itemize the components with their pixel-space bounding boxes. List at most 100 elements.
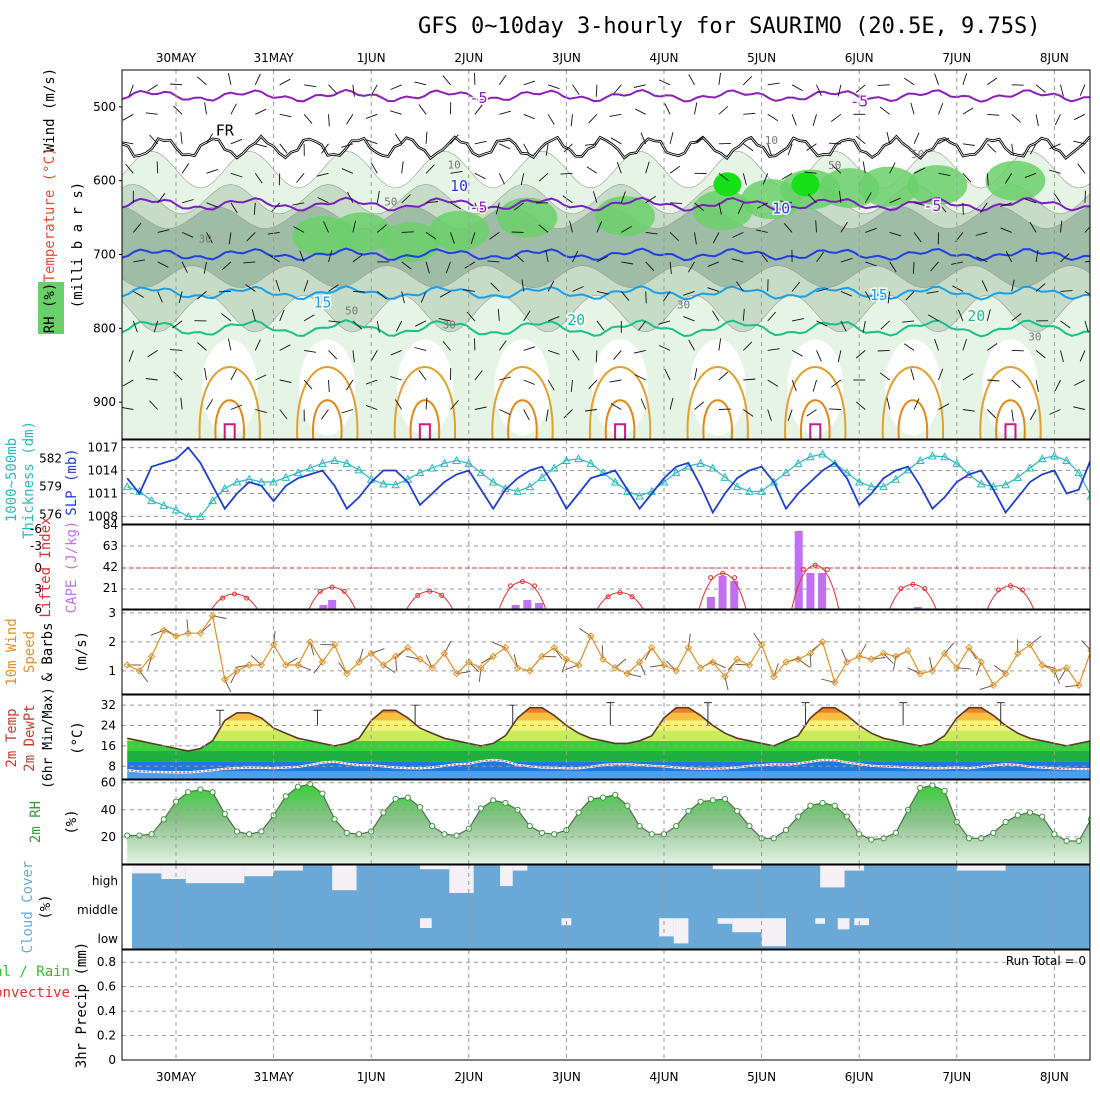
- temp2m-panel: 8 16 24 32 2m Temp 2m DewPt (6hr Min/Max) (°C): [4, 687, 1091, 789]
- rh2m-point: [331, 816, 338, 823]
- wind-barb: [181, 231, 194, 238]
- wind-barb: [442, 75, 451, 86]
- wind-barb: [610, 403, 622, 410]
- wind-speed-point: [660, 661, 668, 669]
- wind-barb: [254, 173, 263, 184]
- dewpoint-line: [127, 759, 1090, 773]
- wind-barb: [230, 369, 237, 381]
- wind-speed-point: [892, 652, 900, 661]
- wind-barb: [938, 202, 947, 213]
- wind-barb: [547, 280, 555, 292]
- rh2m-point: [209, 789, 216, 796]
- wind-barb: [707, 287, 720, 292]
- cloud-high-gap: [500, 865, 513, 886]
- wind-barb: [912, 261, 915, 274]
- wind-barb: [253, 202, 256, 215]
- cloud-high-gap: [512, 865, 528, 871]
- wind-barb: [938, 102, 944, 115]
- day-label-top: 7JUN: [942, 51, 971, 65]
- wind-barb: [303, 379, 313, 390]
- wind-barb: [370, 350, 378, 362]
- wind-speed-point: [757, 641, 766, 649]
- wind-barb: [513, 202, 524, 211]
- wind-barb: [304, 84, 317, 88]
- wind-barb: [206, 133, 214, 145]
- wind-barb: [609, 379, 622, 383]
- wind-barb: [487, 260, 500, 263]
- thickness-point: [208, 496, 217, 505]
- wind-barb: [147, 84, 158, 92]
- thickness-point: [854, 477, 864, 486]
- axis-label-wind-2: Speed: [22, 631, 38, 673]
- cape-bar: [319, 605, 328, 609]
- day-label-bottom: 31MAY: [253, 1070, 294, 1084]
- wind-barb: [474, 202, 480, 215]
- wind-barb: [596, 290, 609, 295]
- cloud-middle-gap: [837, 918, 850, 930]
- thickness-point: [330, 455, 339, 465]
- wind-barb: [596, 320, 605, 331]
- wind-barb: [732, 231, 744, 238]
- wind-barb: [865, 227, 877, 233]
- wind-barb: [742, 308, 745, 321]
- wind-barb: [640, 398, 647, 410]
- wind-barb: [889, 261, 897, 273]
- wind-barb: [663, 291, 671, 302]
- wind-barb: [1049, 409, 1061, 415]
- wind-barb: [1053, 192, 1061, 204]
- wind-speed-point: [355, 658, 363, 666]
- wind-speed-point: [147, 652, 156, 661]
- wind-barb: [341, 168, 354, 174]
- cross-section-panel: -5 -5 FR -5 -5 15 15 20 20 10 10 10 10 30 50 50 30 30 50 50…: [38, 68, 1091, 440]
- wind-barb: [173, 371, 183, 381]
- isotherm-label: FR: [216, 122, 235, 140]
- wind-speed-point: [721, 672, 729, 681]
- wind-barb: [275, 279, 281, 292]
- axis-label-precip-total: Total / Rain: [0, 964, 70, 980]
- wind-barb: [683, 290, 695, 296]
- wind-speed-point: [831, 678, 839, 687]
- wind-barb: [474, 140, 487, 145]
- wind-barb: [621, 226, 632, 233]
- thickness-point: [1001, 480, 1010, 489]
- cloud-middle-gap: [854, 918, 869, 926]
- wind-barb: [474, 370, 483, 381]
- wind-speed-point: [391, 652, 400, 661]
- wind-barb: [634, 108, 646, 115]
- thickness-point: [281, 472, 291, 481]
- wind-speed-point: [1014, 649, 1022, 658]
- li-point: [605, 594, 611, 600]
- wind-speed-point: [1038, 661, 1046, 669]
- rh2m-point: [538, 829, 546, 836]
- wind-barb: [466, 311, 476, 322]
- slp-line: [126, 446, 1090, 515]
- wind-barb: [1073, 406, 1086, 410]
- wind-barb: [206, 168, 218, 174]
- wind-barb: [251, 309, 256, 322]
- isotherm-30-loop: [312, 399, 343, 439]
- wind-barb: [609, 113, 622, 117]
- wind-barb: [197, 76, 207, 86]
- isotherm-label: 15: [313, 293, 331, 311]
- wind-barb: [346, 379, 354, 391]
- wind-barb: [545, 250, 549, 262]
- wind-barb: [855, 350, 866, 359]
- precip-tick: 0.6: [97, 980, 116, 994]
- isotherm-30-loop: [995, 399, 1026, 439]
- wind-speed-point: [611, 664, 619, 672]
- day-label-bottom: 7JUN: [942, 1070, 971, 1084]
- rh2m-point: [685, 808, 692, 815]
- wind-speed-point: [574, 661, 583, 669]
- wind-barb: [303, 114, 313, 124]
- wind-barb: [767, 82, 780, 86]
- wind-speed-line: [126, 614, 1090, 687]
- wind-barb: [669, 397, 674, 410]
- wind-barb: [743, 143, 754, 152]
- li-point: [244, 595, 250, 601]
- isotherm-label: 20: [967, 307, 985, 325]
- wind-barb: [376, 190, 380, 203]
- wind-barb: [401, 291, 405, 304]
- axis-label-temp-3: (6hr Min/Max): [41, 687, 56, 789]
- thickness-point: [915, 455, 925, 465]
- wind-barb: [718, 172, 729, 182]
